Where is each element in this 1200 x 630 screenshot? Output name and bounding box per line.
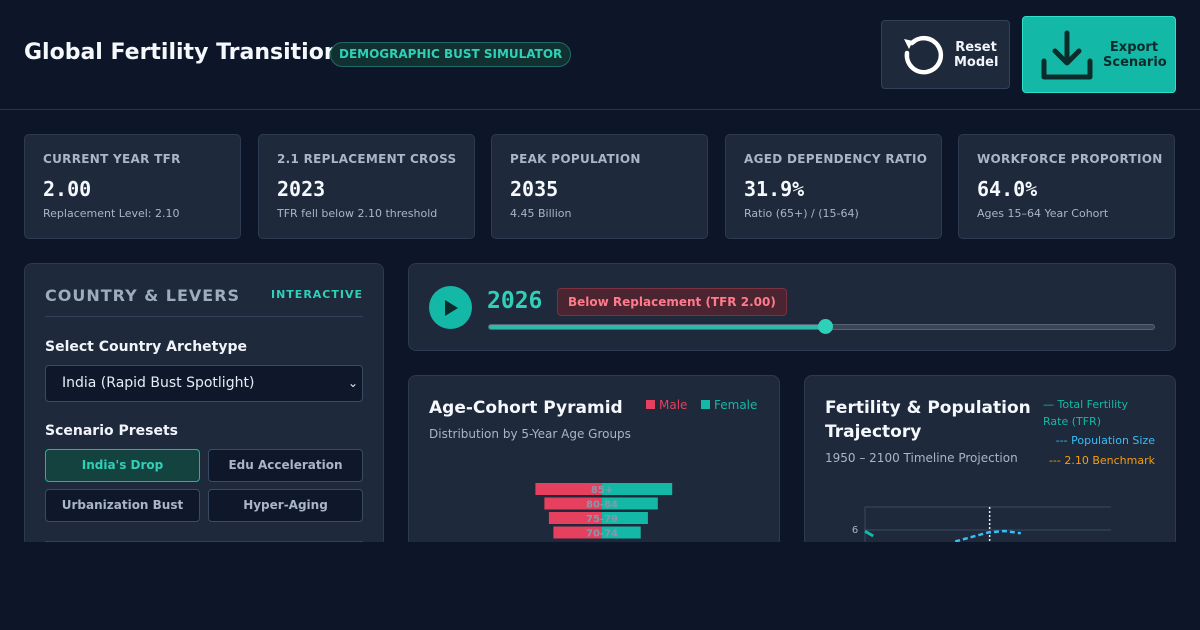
pyramid-chart: 85+ 80-84 75-79 70-74 <box>535 483 673 540</box>
stat-value: 2023 <box>277 177 326 201</box>
year-slider-thumb[interactable] <box>818 319 834 334</box>
levers-panel: COUNTRY & LEVERS INTERACTIVE Select Coun… <box>24 263 384 553</box>
pyramid-subtitle: Distribution by 5-Year Age Groups <box>429 427 631 441</box>
preset-hyper-aging[interactable]: Hyper-Aging <box>208 489 363 522</box>
archetype-label: Select Country Archetype <box>45 339 247 355</box>
interactive-tag: INTERACTIVE <box>271 288 363 301</box>
timeline-panel: 2026 Below Replacement (TFR 2.00) <box>408 263 1176 351</box>
stat-subtext: 4.45 Billion <box>510 207 572 220</box>
legend-male-label: Male <box>659 398 688 412</box>
legend-swatch-male <box>646 400 655 409</box>
stat-label: AGED DEPENDENCY RATIO <box>744 152 928 166</box>
stat-value: 2.00 <box>43 177 92 201</box>
country-archetype-select[interactable]: India (Rapid Bust Spotlight) ⌄ <box>45 365 363 402</box>
stat-value: 2035 <box>510 177 559 201</box>
pyramid-bar-female <box>602 483 673 495</box>
reset-model-button[interactable]: Reset Model <box>881 20 1010 89</box>
preset-indias-drop[interactable]: India's Drop <box>45 449 200 482</box>
stat-value: 31.9% <box>744 177 805 201</box>
refresh-icon <box>904 35 944 75</box>
stat-card-current-tfr: CURRENT YEAR TFR 2.00 Replacement Level:… <box>24 134 241 239</box>
trajectory-panel: Fertility & Population Trajectory 1950 –… <box>804 375 1176 555</box>
preset-edu-acceleration[interactable]: Edu Acceleration <box>208 449 363 482</box>
status-badge: Below Replacement (TFR 2.00) <box>557 288 787 316</box>
pyramid-bar-male <box>553 526 602 539</box>
app-title: Global Fertility Transition <box>24 40 340 65</box>
pyramid-title: Age-Cohort Pyramid <box>429 398 623 418</box>
stat-subtext: TFR fell below 2.10 threshold <box>277 207 438 220</box>
pyramid-age-label: 80-84 <box>586 500 618 511</box>
legend-tfr: — Total Fertility Rate (TFR) <box>1043 398 1129 428</box>
stat-value: 64.0% <box>977 177 1038 201</box>
y-tick-label: 6 <box>852 525 858 536</box>
export-scenario-label: Export Scenario <box>1103 40 1167 70</box>
stat-card-peak-population: PEAK POPULATION 2035 4.45 Billion <box>491 134 708 239</box>
stat-card-aged-dependency: AGED DEPENDENCY RATIO 31.9% Ratio (65+) … <box>725 134 942 239</box>
pyramid-bar-female <box>602 497 658 510</box>
country-archetype-value: India (Rapid Bust Spotlight) <box>62 375 255 391</box>
pyramid-age-label: 75-79 <box>586 514 618 525</box>
legend-female: Female <box>701 398 757 412</box>
play-icon <box>445 300 458 316</box>
divider <box>45 541 363 542</box>
legend-female-label: Female <box>714 398 758 412</box>
preset-urbanization-bust[interactable]: Urbanization Bust <box>45 489 200 522</box>
stat-label: WORKFORCE PROPORTION <box>977 152 1163 166</box>
stat-card-workforce: WORKFORCE PROPORTION 64.0% Ages 15–64 Ye… <box>958 134 1175 239</box>
export-scenario-button[interactable]: Export Scenario <box>1022 16 1176 93</box>
stat-label: 2.1 REPLACEMENT CROSS <box>277 152 457 166</box>
stat-subtext: Ages 15–64 Year Cohort <box>977 207 1109 220</box>
pyramid-bar-male <box>535 483 602 495</box>
stat-subtext: Replacement Level: 2.10 <box>43 207 180 220</box>
pyramid-age-label: 70-74 <box>586 529 618 540</box>
legend-swatch-female <box>701 400 710 409</box>
stat-label: CURRENT YEAR TFR <box>43 152 181 166</box>
pyramid-age-label: 85+ <box>591 485 613 496</box>
chevron-down-icon: ⌄ <box>347 376 358 390</box>
presets-label: Scenario Presets <box>45 423 178 439</box>
pyramid-bar-male <box>544 497 602 510</box>
pyramid-bar-female <box>602 526 641 539</box>
trajectory-chart: 6 <box>852 506 1111 554</box>
levers-title: COUNTRY & LEVERS <box>45 286 241 305</box>
pyramid-bar-male <box>548 512 602 524</box>
year-slider[interactable] <box>488 319 1155 334</box>
legend-benchmark: --- 2.10 Benchmark <box>1048 454 1155 467</box>
legend-male: Male <box>646 398 687 412</box>
stat-card-replacement-cross: 2.1 REPLACEMENT CROSS 2023 TFR fell belo… <box>258 134 475 239</box>
legend-population: --- Population Size <box>1055 434 1155 447</box>
trajectory-subtitle: 1950 – 2100 Timeline Projection <box>825 451 1018 465</box>
app-header: Global Fertility Transition DEMOGRAPHIC … <box>0 0 1200 110</box>
download-icon <box>1041 30 1093 80</box>
trajectory-title: Fertility & Population Trajectory <box>825 398 1031 442</box>
page-background <box>0 542 1200 630</box>
app-badge: DEMOGRAPHIC BUST SIMULATOR <box>330 42 572 67</box>
pyramid-bar-female <box>602 512 648 524</box>
tfr-line <box>864 529 874 538</box>
divider <box>45 316 363 317</box>
current-year: 2026 <box>487 288 543 314</box>
reset-model-label: Reset Model <box>954 40 999 70</box>
population-line <box>954 529 1021 543</box>
age-pyramid-panel: Age-Cohort Pyramid Distribution by 5-Yea… <box>408 375 780 555</box>
stat-label: PEAK POPULATION <box>510 152 641 166</box>
stat-subtext: Ratio (65+) / (15-64) <box>744 207 859 220</box>
play-button[interactable] <box>429 286 472 329</box>
year-slider-fill <box>489 325 826 329</box>
